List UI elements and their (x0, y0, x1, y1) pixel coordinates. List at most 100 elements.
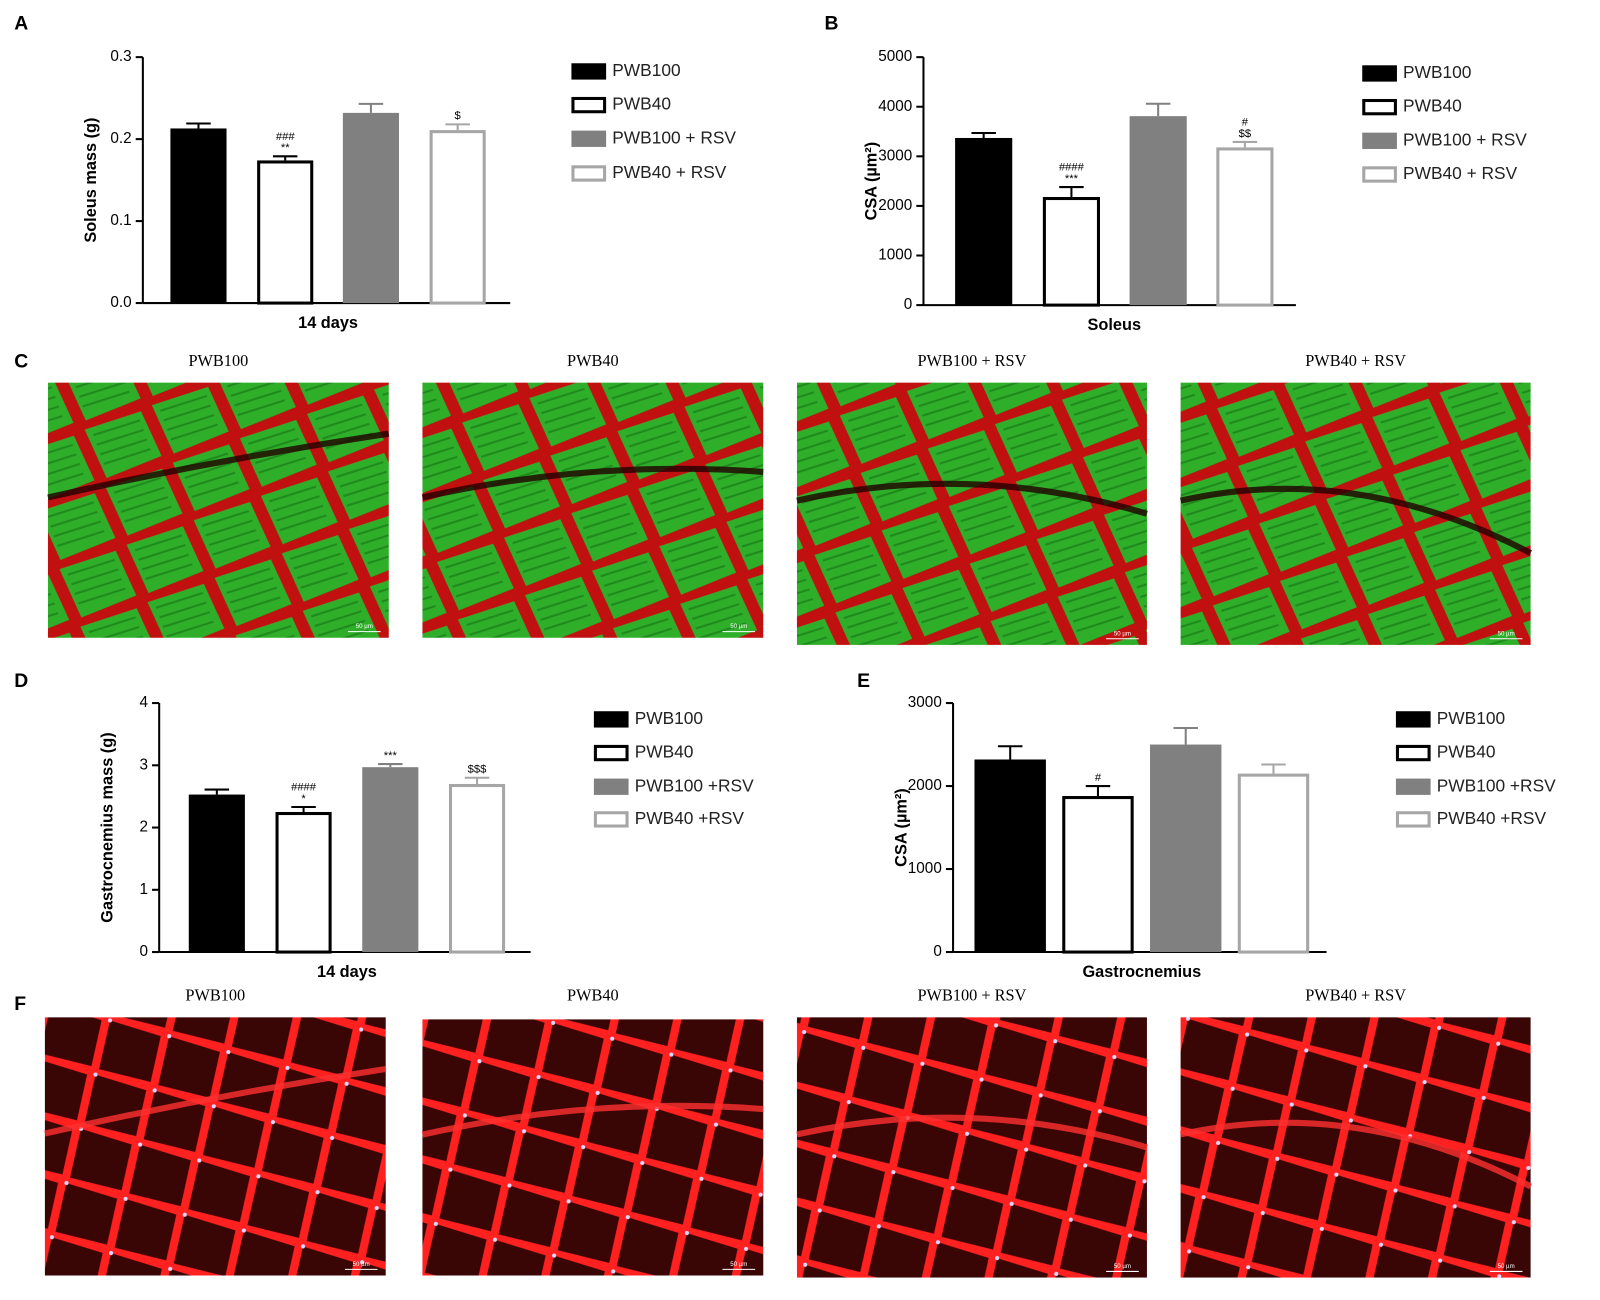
bar (170, 128, 227, 304)
significance-label: ### (276, 131, 295, 143)
scale-bar-label: 50 µm (1498, 630, 1515, 637)
legend-swatch (593, 811, 629, 828)
legend-label: PWB40 + RSV (612, 162, 727, 182)
micrograph (47, 382, 389, 638)
significance-label: # (1242, 117, 1249, 129)
y-tick-label: 5000 (878, 48, 912, 65)
significance-label: *** (384, 750, 398, 762)
legend-swatch (1395, 744, 1431, 762)
bar (362, 767, 419, 953)
scale-bar-label: 50 µm (353, 1261, 370, 1268)
y-tick-label: 1000 (878, 247, 912, 264)
panel-letter: E (857, 670, 870, 692)
bar (1042, 196, 1101, 307)
legend-label: PWB40 + RSV (1403, 163, 1518, 183)
bar (1237, 773, 1310, 954)
vessel (47, 430, 390, 501)
vessel (421, 1102, 764, 1138)
bar (188, 794, 245, 953)
y-tick-label: 1 (139, 881, 148, 898)
y-tick-label: 4 (139, 694, 148, 711)
y-axis-title: CSA (µm²) (863, 142, 881, 221)
micrograph (44, 1017, 386, 1276)
vessel (796, 480, 1148, 517)
legend-swatch (571, 130, 607, 147)
micrograph (422, 382, 764, 638)
bar (429, 130, 486, 305)
significance-label: *** (1065, 173, 1079, 185)
y-tick-label: 2000 (908, 777, 942, 794)
y-tick-label: 0.1 (110, 212, 131, 229)
legend-label: PWB100 + RSV (612, 127, 736, 147)
image-title: PWB40 (567, 986, 619, 1005)
legend-swatch (1395, 811, 1431, 828)
x-axis-title: 14 days (298, 314, 358, 332)
bar (448, 783, 506, 954)
legend-label: PWB100 +RSV (635, 775, 754, 795)
y-tick-label: 4000 (878, 98, 912, 115)
legend-label: PWB100 +RSV (1437, 775, 1556, 795)
micrograph (1180, 382, 1531, 645)
legend-swatch (593, 711, 629, 728)
image-title: PWB100 (185, 986, 245, 1005)
y-tick-label: 0.0 (110, 294, 131, 311)
bar (1216, 147, 1274, 307)
legend-label: PWB40 +RSV (635, 808, 745, 828)
micrograph (796, 1017, 1147, 1278)
significance-label: $ (455, 110, 462, 122)
legend-swatch (571, 165, 607, 182)
y-tick-label: 0 (904, 296, 913, 313)
vessel (421, 465, 764, 501)
significance-label: #### (291, 782, 317, 794)
bar (257, 160, 314, 305)
panel-letter: A (14, 13, 28, 35)
legend-label: PWB100 (635, 708, 703, 728)
legend-label: PWB40 +RSV (1437, 808, 1547, 828)
scale-bar-label: 50 µm (1114, 630, 1131, 637)
legend-label: PWB100 + RSV (1403, 129, 1527, 149)
scale-bar-label: 50 µm (1498, 1263, 1515, 1270)
image-title: PWB100 + RSV (917, 351, 1026, 370)
y-tick-label: 2 (139, 819, 148, 836)
legend-swatch (1362, 166, 1397, 183)
micrograph (422, 1019, 764, 1276)
significance-label: $$ (1239, 128, 1252, 140)
significance-label: * (301, 793, 306, 805)
image-title: PWB100 + RSV (917, 986, 1026, 1005)
y-tick-label: 3000 (908, 694, 942, 711)
y-tick-label: 0.3 (110, 48, 131, 65)
significance-label: $$$ (468, 764, 487, 776)
bar (1129, 116, 1187, 306)
x-axis-title: 14 days (317, 963, 377, 981)
bar (974, 759, 1046, 953)
y-axis-title: CSA (µm²) (892, 788, 910, 867)
y-tick-label: 3000 (878, 147, 912, 164)
bar (1150, 744, 1222, 953)
vessel (1179, 1119, 1533, 1190)
bar (342, 112, 399, 304)
image-title: PWB40 + RSV (1305, 351, 1406, 370)
y-axis-title: Soleus mass (g) (82, 118, 100, 243)
x-axis-title: Gastrocnemius (1082, 963, 1201, 981)
legend-swatch (593, 744, 629, 762)
y-tick-label: 1000 (908, 860, 942, 877)
significance-label: ** (281, 142, 290, 154)
legend-swatch (1395, 778, 1431, 795)
legend-swatch (1362, 132, 1397, 149)
x-axis-title: Soleus (1088, 316, 1142, 334)
bar (955, 137, 1013, 306)
y-tick-label: 0.2 (110, 130, 131, 147)
image-title: PWB40 (567, 351, 619, 370)
legend-label: PWB100 (612, 60, 680, 80)
scale-bar-label: 50 µm (356, 623, 373, 630)
vessel (44, 1065, 387, 1137)
significance-label: #### (1059, 162, 1085, 174)
legend-swatch (1395, 711, 1431, 728)
scale-bar-label: 50 µm (730, 623, 747, 630)
y-tick-label: 2000 (878, 197, 912, 214)
legend-label: PWB40 (612, 94, 671, 114)
image-title: PWB100 (188, 351, 248, 370)
image-title: PWB40 + RSV (1305, 986, 1406, 1005)
legend-swatch (1362, 65, 1397, 82)
